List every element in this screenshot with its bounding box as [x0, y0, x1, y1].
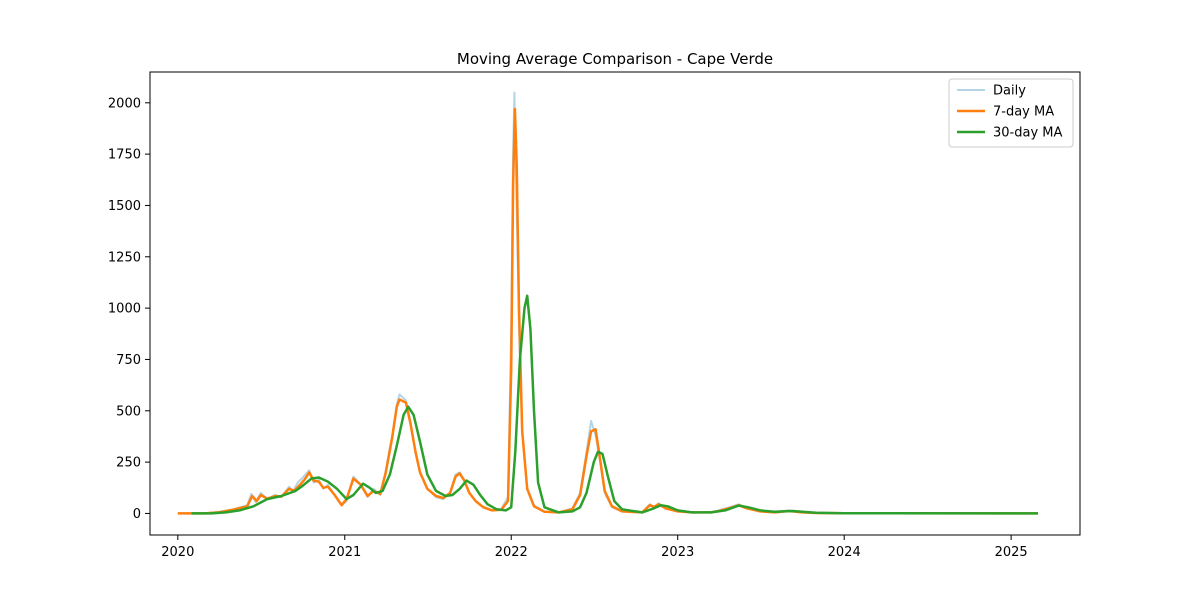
legend-label: 7-day MA: [993, 105, 1054, 120]
series-layer: [177, 91, 1039, 515]
y-tick-label: 250: [116, 456, 141, 471]
y-tick-label: 0: [133, 507, 141, 522]
x-tick-label: 2024: [828, 545, 861, 560]
chart-title: Moving Average Comparison - Cape Verde: [457, 50, 773, 68]
plot-area-frame: [149, 71, 1081, 536]
y-tick-label: 1250: [108, 250, 141, 265]
x-tick-label: 2025: [995, 545, 1028, 560]
x-tick-label: 2022: [495, 545, 528, 560]
y-tick-label: 1750: [108, 148, 141, 163]
y-tick-label: 2000: [108, 96, 141, 111]
y-tick-label: 1500: [108, 199, 141, 214]
y-tick-label: 500: [116, 404, 141, 419]
legend-label: 30-day MA: [993, 126, 1062, 141]
legend: Daily 7-day MA 30-day MA: [948, 78, 1074, 148]
series-line-7-day-ma: [177, 107, 1039, 515]
x-tick-label: 2020: [161, 545, 194, 560]
series-line-daily: [177, 91, 1039, 515]
y-tick-label: 750: [116, 353, 141, 368]
x-axis: 2020 2021 2022 2023 2024 2025: [161, 535, 1028, 560]
y-tick-label: 1000: [108, 302, 141, 317]
legend-label: Daily: [993, 84, 1026, 99]
y-axis: 0 250 500 750 1000 1250 1500 1750 2000: [108, 96, 150, 522]
x-tick-label: 2023: [661, 545, 694, 560]
series-line-30-day-ma: [191, 294, 1039, 515]
legend-box: [948, 78, 1074, 148]
x-tick-label: 2021: [328, 545, 361, 560]
